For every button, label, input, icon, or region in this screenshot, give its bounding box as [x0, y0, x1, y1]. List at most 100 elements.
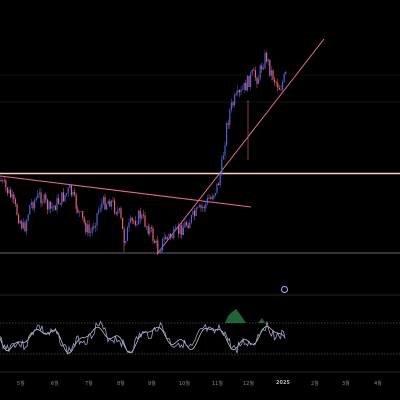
candle-body — [179, 225, 181, 234]
candle-body — [27, 214, 29, 221]
candle-body — [94, 225, 96, 228]
candle-body — [181, 225, 183, 236]
candle-body — [34, 200, 36, 209]
candle-body — [112, 200, 114, 202]
candle-body — [24, 222, 26, 232]
candle-body — [174, 227, 176, 229]
candle-body — [221, 159, 223, 174]
candle-body — [8, 189, 10, 194]
candle-body — [136, 224, 138, 226]
candle-body — [235, 93, 237, 96]
candle-body — [32, 202, 34, 209]
candle-body — [77, 208, 79, 213]
candle-body — [29, 205, 31, 215]
candle-body — [240, 89, 242, 93]
candle-body — [30, 202, 32, 206]
candle-body — [147, 226, 149, 234]
candle-body — [272, 70, 274, 80]
candle-body — [261, 65, 263, 70]
candle-body — [83, 217, 85, 223]
candle-body — [66, 193, 68, 195]
candle-body — [208, 198, 210, 199]
candle-body — [45, 194, 47, 200]
candle-body — [6, 187, 8, 194]
x-tick-label: 9월 — [148, 381, 156, 387]
candle-body — [232, 102, 234, 106]
candles — [0, 49, 287, 256]
x-tick-label: 2025 — [276, 380, 290, 386]
candle-body — [278, 87, 280, 90]
x-tick-label: 3월 — [342, 381, 350, 387]
x-tick-label: 4월 — [374, 381, 382, 387]
candle-body — [157, 240, 159, 254]
candle-body — [202, 206, 204, 208]
x-tick-label: 12월 — [243, 381, 254, 387]
candle-body — [266, 52, 268, 62]
candle-body — [282, 81, 284, 90]
candle-body — [142, 214, 144, 216]
candle-body — [182, 227, 184, 236]
candle-body — [192, 210, 194, 216]
candle-body — [21, 221, 23, 229]
candle-body — [67, 188, 69, 194]
candle-body — [74, 192, 76, 195]
descending-trendline[interactable] — [0, 175, 252, 208]
candle-body — [139, 210, 141, 219]
candle-body — [194, 210, 196, 216]
candle-body — [26, 220, 28, 232]
candle-body — [184, 222, 186, 228]
candle-body — [253, 69, 255, 71]
candle-body — [120, 208, 122, 218]
candle-body — [227, 123, 229, 125]
candle-body — [234, 95, 236, 106]
candle-body — [246, 75, 248, 91]
candle-body — [216, 183, 218, 193]
ascending-trendline[interactable] — [156, 38, 325, 255]
x-tick-label: 5월 — [17, 381, 25, 387]
candle-body — [163, 237, 165, 239]
candle-body — [62, 192, 64, 202]
x-tick-label: 7월 — [85, 381, 93, 387]
candle-body — [190, 215, 192, 223]
candle-body — [162, 238, 164, 251]
candle-body — [43, 194, 45, 203]
candle-body — [88, 224, 90, 233]
candle-body — [109, 201, 111, 207]
candle-body — [3, 180, 5, 182]
candle-body — [173, 228, 175, 239]
candle-body — [178, 227, 180, 234]
candle-body — [19, 221, 21, 224]
candle-body — [110, 200, 112, 207]
candle-body — [158, 252, 160, 254]
candle-body — [99, 208, 101, 210]
candle-body — [277, 82, 279, 88]
candle-body — [170, 234, 172, 238]
candle-body — [144, 215, 146, 227]
candle-body — [0, 180, 2, 182]
event-marker-icon[interactable] — [281, 286, 288, 293]
candle-body — [283, 73, 285, 82]
candle-body — [262, 68, 264, 70]
candle-body — [187, 225, 189, 229]
candle-body — [198, 205, 200, 208]
candle-body — [59, 203, 61, 205]
candle-body — [206, 198, 208, 204]
candle-body — [168, 234, 170, 237]
candle-body — [93, 227, 95, 229]
candle-body — [149, 227, 151, 234]
candle-body — [85, 222, 87, 233]
candle-body — [154, 240, 156, 244]
candle-body — [46, 199, 48, 210]
candle-body — [274, 79, 276, 83]
candle-body — [51, 207, 53, 209]
x-tick-label: 8월 — [117, 381, 125, 387]
candle-body — [197, 207, 199, 209]
candle-body — [96, 213, 98, 226]
candle-body — [130, 217, 132, 223]
x-tick-label: 10월 — [179, 381, 190, 387]
candle-body — [133, 220, 135, 222]
candle-body — [248, 75, 250, 87]
candle-body — [40, 192, 42, 204]
candle-body — [211, 196, 213, 199]
